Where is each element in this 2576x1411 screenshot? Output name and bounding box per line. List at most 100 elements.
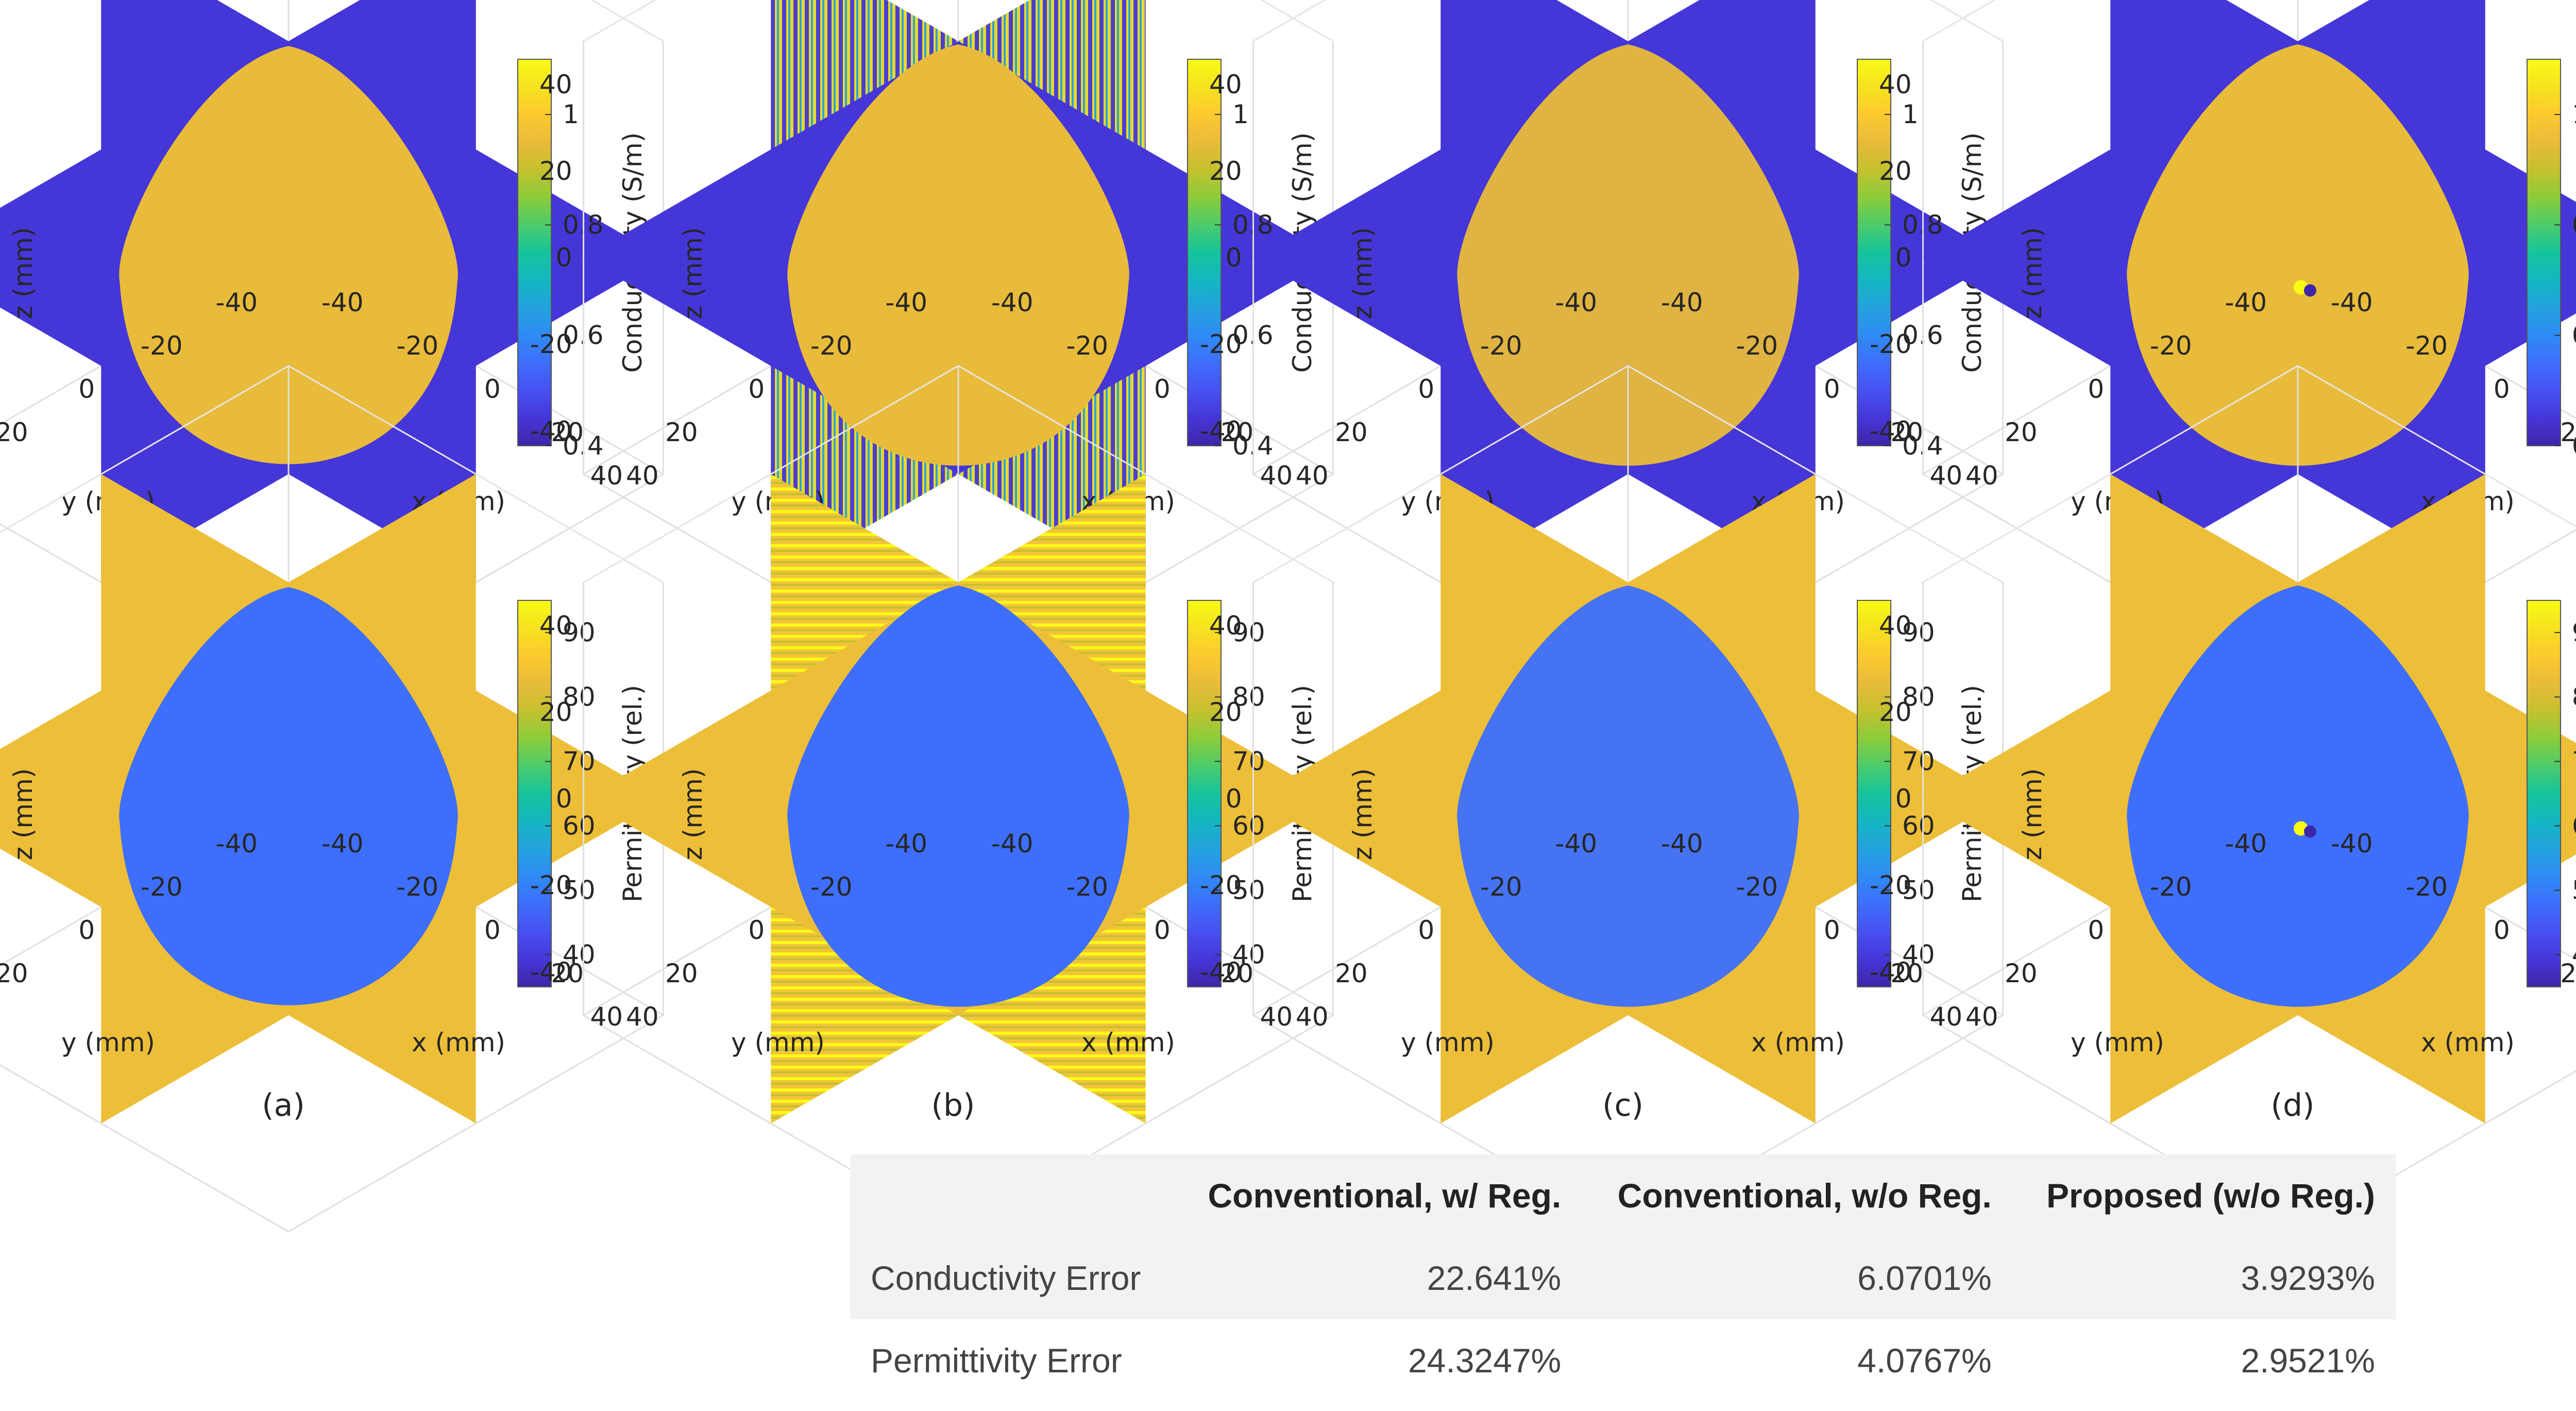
inclusion: [2127, 585, 2469, 1007]
y-tick-label: -20: [810, 331, 853, 361]
x-tick-label: 0: [1154, 915, 1171, 945]
z-tick-label: 40: [1879, 611, 1912, 641]
x-tick-label: 40: [1965, 461, 1998, 491]
z-tick-label: 0: [1895, 243, 1912, 273]
z-tick-label: -20: [1200, 870, 1242, 900]
colorbar: [517, 600, 552, 987]
error-table: Conventional, w/ Reg. Conventional, w/o …: [850, 1154, 2396, 1402]
z-tick-label: 0: [1226, 243, 1242, 273]
y-tick-label: -40: [1555, 288, 1597, 317]
colorbar-tick-label: 60: [1902, 811, 1935, 841]
table-corner-cell: [850, 1154, 1173, 1237]
y-tick-label: 20: [665, 959, 698, 988]
colorbar-tick-label: 40: [1902, 940, 1935, 970]
colorbar-tick-label: 80: [1902, 682, 1935, 712]
bounding-box-edge: [590, 0, 664, 42]
z-axis-label: z (mm): [2018, 227, 2047, 320]
colorbar-tick-label: 60: [2572, 811, 2576, 841]
x-axis-label: x (mm): [1081, 1028, 1175, 1057]
y-tick-label: 0: [1418, 915, 1434, 945]
z-axis-label: z (mm): [8, 227, 38, 320]
z-axis-label: z (mm): [2018, 768, 2047, 861]
y-tick-label: 0: [748, 915, 765, 945]
colorbar-tick-label: 50: [1232, 876, 1265, 905]
column-header: Conventional, w/o Reg.: [1617, 1177, 1992, 1215]
z-tick-label: -20: [1870, 870, 1912, 900]
table-cell: 22.641%: [1427, 1259, 1562, 1297]
colorbar: [1187, 59, 1222, 446]
inclusion: [1457, 585, 1799, 1007]
z-tick-label: 0: [556, 243, 572, 273]
y-tick-label: -20: [2150, 872, 2192, 902]
x-tick-label: 40: [1296, 461, 1329, 491]
z-tick-label: -40: [1200, 957, 1242, 987]
x-tick-label: 0: [484, 915, 501, 945]
colorbar-tick-label: 0.8: [2572, 210, 2576, 240]
x-tick-label: 40: [626, 1002, 659, 1032]
colorbar-tick-label: 0.4: [2572, 431, 2576, 461]
y-tick-label: 0: [78, 915, 95, 945]
colorbar: [2527, 59, 2561, 446]
x-tick-label: -20: [2405, 872, 2448, 902]
x-tick-label: 20: [1221, 959, 1253, 988]
y-axis-label: y (mm): [61, 1028, 155, 1057]
colorbar-tick-label: 60: [563, 811, 596, 841]
x-tick-label: -40: [991, 829, 1033, 859]
colorbar: [517, 59, 552, 446]
y-tick-label: 0: [78, 374, 95, 404]
z-tick-label: 0: [1895, 784, 1912, 814]
panel-label: (a): [262, 1087, 305, 1123]
y-axis-label: y (mm): [731, 1028, 825, 1057]
y-tick-label: -40: [2225, 829, 2267, 859]
x-tick-label: -40: [991, 288, 1033, 317]
x-axis-label: x (mm): [412, 1028, 505, 1057]
inclusion: [119, 587, 458, 1005]
y-tick-label: 0: [748, 374, 765, 404]
y-tick-label: 0: [2088, 915, 2104, 945]
z-axis-label: z (mm): [8, 768, 38, 861]
x-tick-label: -20: [1736, 872, 1778, 902]
table-header-row: Conventional, w/ Reg. Conventional, w/o …: [850, 1154, 2396, 1237]
colorbar-tick-label: 50: [563, 876, 596, 905]
y-tick-label: -20: [1480, 331, 1522, 361]
x-tick-label: -40: [321, 829, 364, 859]
y-tick-label: -20: [141, 331, 183, 361]
x-tick-label: 0: [484, 374, 501, 404]
colorbar: [1187, 600, 1222, 987]
x-axis-label: x (mm): [1751, 1028, 1845, 1057]
table-cell: 4.0767%: [1857, 1341, 1992, 1380]
z-tick-label: -40: [1200, 416, 1242, 446]
table-cell: 6.0701%: [1857, 1259, 1992, 1297]
y-tick-label: -20: [2150, 331, 2192, 361]
colorbar-tick-label: 80: [563, 682, 596, 712]
artifact-coldspot: [2304, 825, 2316, 838]
table-cell: 24.3247%: [1408, 1341, 1562, 1380]
x-tick-label: 20: [2560, 417, 2576, 447]
y-tick-label: 20: [0, 959, 28, 988]
colorbar-tick-label: 1: [563, 99, 579, 129]
y-tick-label: 40: [1929, 461, 1962, 491]
x-tick-label: -40: [2331, 829, 2373, 859]
z-tick-label: -40: [1870, 416, 1912, 446]
y-tick-label: 40: [590, 461, 623, 491]
y-tick-label: -40: [885, 829, 927, 859]
x-tick-label: 0: [1824, 374, 1840, 404]
inclusion: [787, 585, 1129, 1007]
x-tick-label: -40: [1661, 829, 1703, 859]
colorbar-tick-label: 70: [1902, 747, 1935, 777]
table-cell: 2.9521%: [2241, 1341, 2375, 1380]
x-tick-label: 20: [1890, 959, 1923, 988]
z-tick-label: -40: [530, 416, 572, 446]
x-tick-label: 20: [1890, 417, 1923, 447]
z-axis-label: z (mm): [1348, 227, 1378, 320]
x-tick-label: 0: [1154, 374, 1171, 404]
z-tick-label: 20: [1879, 156, 1912, 186]
colorbar: [2527, 600, 2561, 987]
